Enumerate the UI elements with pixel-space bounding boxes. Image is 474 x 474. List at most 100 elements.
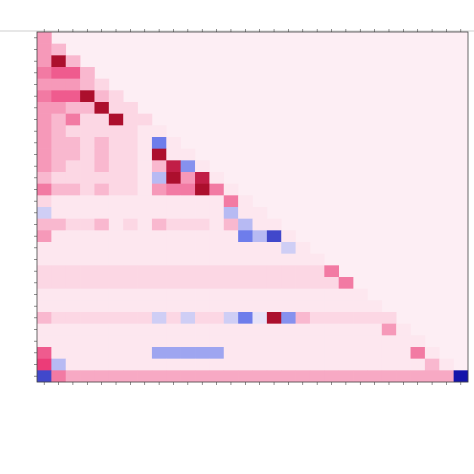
heatmap-cell <box>37 55 52 68</box>
heatmap-cell <box>37 32 52 44</box>
heatmap-cell <box>37 195 52 208</box>
heatmap-cell <box>281 370 296 383</box>
heatmap-cell <box>223 358 239 371</box>
heatmap-cell <box>195 218 210 231</box>
heatmap-cell <box>151 300 167 313</box>
heatmap-cell <box>309 288 325 301</box>
heatmap-cell <box>37 218 52 231</box>
heatmap-cell <box>424 347 440 359</box>
heatmap-cell <box>223 277 239 289</box>
heatmap-cell <box>65 230 81 243</box>
heatmap-cell <box>80 195 95 208</box>
heatmap-cell <box>137 148 153 161</box>
heatmap-cell <box>209 253 225 266</box>
heatmap-cell <box>51 323 67 336</box>
heatmap-cell <box>80 90 95 103</box>
heatmap-cell <box>137 370 153 383</box>
heatmap-cell <box>209 370 225 383</box>
heatmap-cell <box>238 253 253 266</box>
heatmap-cell <box>309 347 325 359</box>
heatmap-cell <box>51 253 67 266</box>
heatmap-cell <box>353 347 368 359</box>
heatmap-cell <box>51 43 67 56</box>
heatmap-cell <box>137 218 153 231</box>
heatmap-cell <box>151 335 167 348</box>
heatmap-cell <box>80 148 95 161</box>
heatmap-cell <box>65 183 81 196</box>
heatmap-cell <box>65 218 81 231</box>
heatmap-cell <box>108 347 124 359</box>
heatmap-cell <box>151 288 167 301</box>
heatmap-cell <box>281 253 296 266</box>
heatmap-cell <box>180 253 196 266</box>
heatmap-cell <box>209 183 225 196</box>
heatmap-cell <box>65 207 81 219</box>
heatmap-cell <box>180 218 196 231</box>
heatmap-cell <box>166 230 181 243</box>
heatmap-cell <box>166 242 181 254</box>
heatmap-cell <box>338 323 354 336</box>
heatmap-cell <box>151 125 167 138</box>
heatmap-cell <box>223 335 239 348</box>
heatmap-cell <box>209 358 225 371</box>
heatmap-cell <box>94 102 110 114</box>
heatmap-cell <box>37 242 52 254</box>
heatmap-cell <box>123 370 138 383</box>
heatmap-cell <box>324 335 339 348</box>
heatmap-cell <box>324 277 339 289</box>
heatmap-cell <box>108 125 124 138</box>
heatmap-cell <box>424 358 440 371</box>
heatmap-cell <box>252 335 268 348</box>
heatmap-cell <box>123 277 138 289</box>
plot-frame <box>36 31 469 383</box>
heatmap-cell <box>108 370 124 383</box>
heatmap-cell <box>166 335 181 348</box>
heatmap-cell <box>353 358 368 371</box>
heatmap-cell <box>65 113 81 126</box>
heatmap-cell <box>266 265 282 278</box>
heatmap-cell <box>80 358 95 371</box>
heatmap-cell <box>295 358 311 371</box>
heatmap-cell <box>137 195 153 208</box>
heatmap-cell <box>238 230 253 243</box>
heatmap-cell <box>281 230 296 243</box>
heatmap-cell <box>80 78 95 91</box>
heatmap-cell <box>195 358 210 371</box>
heatmap-cell <box>266 347 282 359</box>
heatmap-cell <box>65 288 81 301</box>
heatmap-cell <box>137 113 153 126</box>
heatmap-cell <box>137 358 153 371</box>
heatmap-cell <box>37 312 52 324</box>
heatmap-cell <box>37 230 52 243</box>
heatmap-cell <box>338 335 354 348</box>
heatmap-cell <box>80 183 95 196</box>
heatmap-cell <box>353 323 368 336</box>
heatmap-cell <box>94 137 110 149</box>
heatmap-cell <box>151 148 167 161</box>
heatmap-cell <box>238 207 253 219</box>
heatmap-cell <box>180 265 196 278</box>
heatmap-cell <box>123 358 138 371</box>
heatmap-cell <box>180 323 196 336</box>
heatmap-cell <box>166 265 181 278</box>
heatmap-cell <box>37 265 52 278</box>
heatmap-cell <box>80 207 95 219</box>
heatmap-cell <box>180 300 196 313</box>
heatmap-cell <box>295 312 311 324</box>
heatmap-cell <box>209 230 225 243</box>
heatmap-cell <box>252 277 268 289</box>
heatmap-cell <box>137 265 153 278</box>
heatmap-cell <box>123 335 138 348</box>
heatmap-cell <box>123 312 138 324</box>
heatmap-cell <box>37 43 52 56</box>
heatmap-cell <box>65 160 81 173</box>
heatmap-cell <box>80 218 95 231</box>
heatmap-cell <box>353 300 368 313</box>
heatmap-cell <box>51 335 67 348</box>
heatmap-cell <box>453 370 469 383</box>
heatmap-cell <box>209 195 225 208</box>
heatmap-cell <box>338 300 354 313</box>
heatmap-cell <box>65 102 81 114</box>
heatmap-cell <box>137 172 153 184</box>
heatmap-cell <box>295 253 311 266</box>
